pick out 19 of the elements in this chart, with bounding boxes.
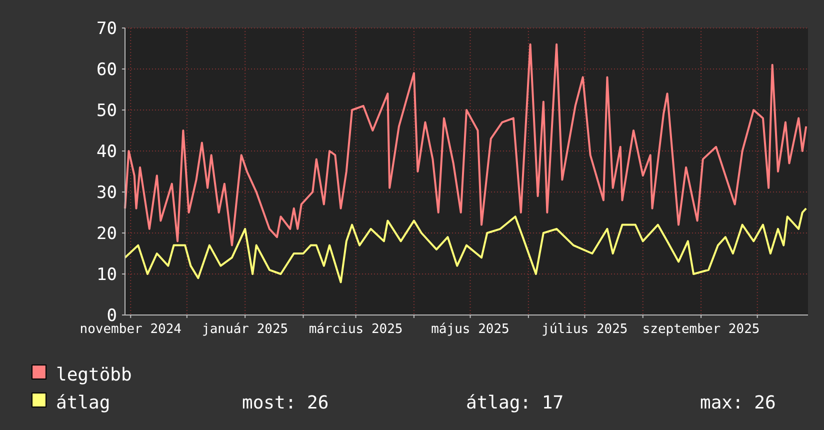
y-tick-label: 60 [96,60,117,80]
x-tick-label: március 2025 [308,322,403,337]
line-series [124,43,808,246]
y-tick-label: 70 [96,18,117,39]
text: átlag: 17 [466,392,564,414]
y-tick-label: 20 [96,224,117,244]
text: max: 26 [700,392,776,414]
y-tick-label: 30 [96,182,117,203]
x-tick-label: május 2025 [431,322,510,337]
line-series [124,207,808,284]
y-tick-label: 50 [96,100,117,121]
x-tick-label: szeptember 2025 [642,322,760,337]
y-tick-label: 10 [96,264,117,285]
x-tick-label: július 2025 [542,322,628,337]
y-tick-label: 40 [96,142,117,162]
text: most: 26 [242,392,329,414]
legend-label: legtöbb [56,364,132,386]
x-tick-label: január 2025 [202,322,288,337]
legend-label: átlag [56,392,110,414]
